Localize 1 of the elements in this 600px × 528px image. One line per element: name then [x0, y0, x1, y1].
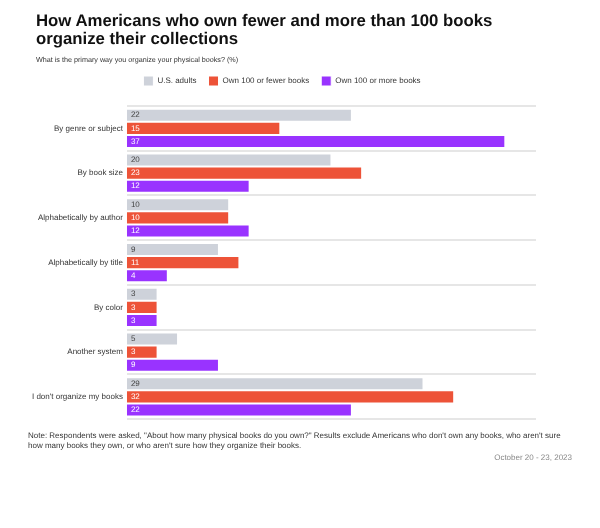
chart-title: How Americans who own fewer and more than 100 books organize their collections	[36, 10, 495, 48]
